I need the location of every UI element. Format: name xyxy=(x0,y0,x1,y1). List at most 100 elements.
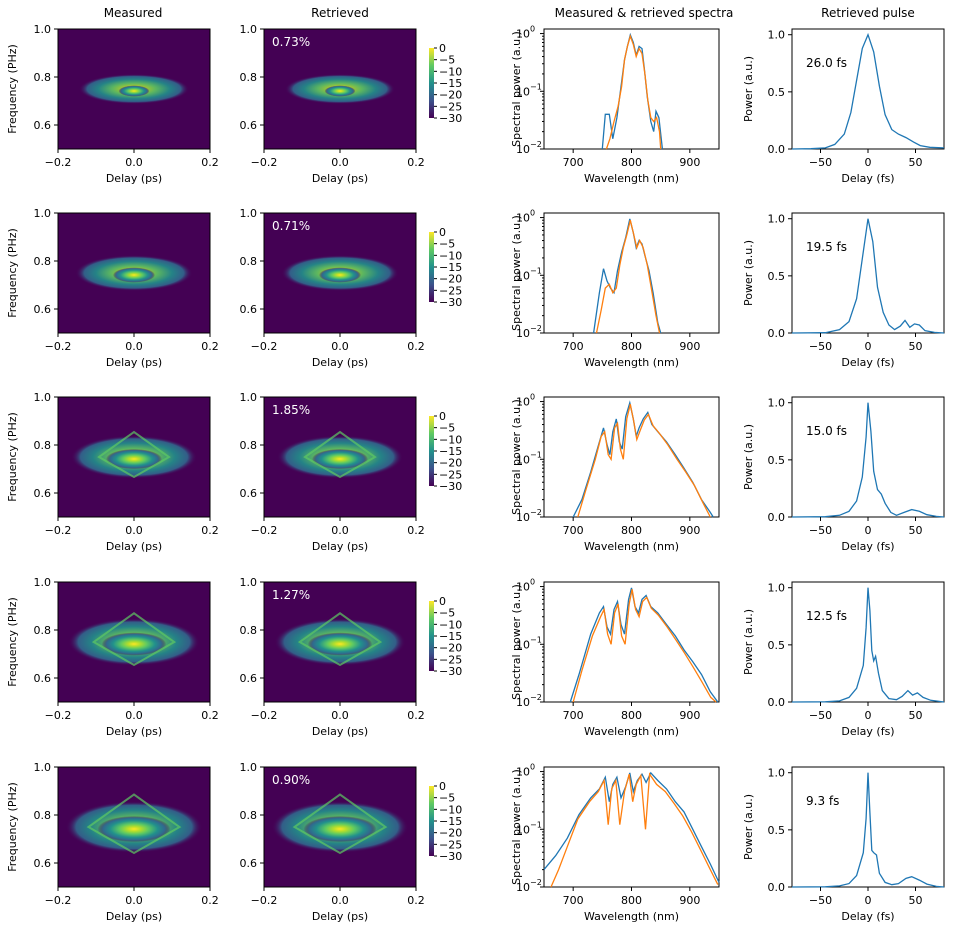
pulse-line xyxy=(791,587,945,703)
pulse-ytick-label: 0.5 xyxy=(768,824,786,837)
pulse-frame xyxy=(791,28,945,150)
retrieved-ytick-label: 0.8 xyxy=(240,809,258,822)
retrieved-xtick-label: 0.0 xyxy=(331,709,349,722)
colorbar-tick-label: 0 xyxy=(439,410,446,423)
colorbar-tick-label: 0 xyxy=(439,42,446,55)
measured-ytick-label: 1.0 xyxy=(34,761,52,774)
pulse-line xyxy=(791,772,945,888)
colorbar-tick-label: −30 xyxy=(439,296,462,309)
measured-ylabel: Frequency (PHz) xyxy=(6,44,19,134)
retrieved-xtick-label: 0.0 xyxy=(331,894,349,907)
frog-error-label: 1.27% xyxy=(272,588,310,602)
measured-xtick-label: 0.0 xyxy=(125,524,143,537)
spectrum-ytick-label: 10 xyxy=(516,143,530,156)
spectrum-ytick-exponent: −2 xyxy=(530,693,542,702)
pulse-xtick-label: 0 xyxy=(865,894,872,907)
measured-xlabel: Delay (ps) xyxy=(106,172,162,185)
colorbar-tick-label: −5 xyxy=(439,422,455,435)
retrieved-xtick-label: 0.0 xyxy=(331,156,349,169)
pulse-xlabel: Delay (fs) xyxy=(841,725,894,738)
frog-error-label: 0.90% xyxy=(272,773,310,787)
measured-xtick-label: 0.0 xyxy=(125,340,143,353)
spectrum-ytick-exponent: −1 xyxy=(530,820,542,829)
spectrum-xtick-label: 800 xyxy=(621,340,642,353)
retrieved-spectrum-line xyxy=(577,404,711,518)
measured-xtick-label: −0.2 xyxy=(45,340,72,353)
spectrum-ytick-exponent: −2 xyxy=(530,508,542,517)
retrieved-trace-core xyxy=(324,85,356,97)
spectrum-xtick-label: 700 xyxy=(563,894,584,907)
colorbar-tick-label: −30 xyxy=(439,480,462,493)
retrieved-spectrum-line xyxy=(572,589,717,703)
retrieved-ytick-label: 1.0 xyxy=(240,391,258,404)
figure-row: −0.2 0.0 0.2 0.6 0.8 1.0 Delay (ps) Frequency (… xyxy=(6,207,945,369)
pulse-frame xyxy=(791,396,945,518)
pulse-ytick-label: 0.5 xyxy=(768,639,786,652)
retrieved-ytick-label: 0.6 xyxy=(240,303,258,316)
spectrum-ylabel: Spectral power (a.u.) xyxy=(510,399,523,515)
header-pulse: Retrieved pulse xyxy=(821,6,915,20)
measured-xtick-label: 0.0 xyxy=(125,709,143,722)
measured-ytick-label: 0.6 xyxy=(34,857,52,870)
spectrum-frame xyxy=(543,28,720,150)
retrieved-trace-lattice xyxy=(297,612,383,667)
spectrum-ytick-label: 10 xyxy=(516,823,530,836)
retrieved-ytick-label: 0.8 xyxy=(240,624,258,637)
spectrum-xtick-label: 900 xyxy=(679,340,700,353)
retrieved-spectrum-line xyxy=(605,34,662,150)
pulse-duration-label: 26.0 fs xyxy=(806,56,847,70)
measured-spectrum-line xyxy=(592,218,662,334)
retrieved-xtick-label: 0.0 xyxy=(331,340,349,353)
pulse-ytick-label: 1.0 xyxy=(768,213,786,226)
spectrum-xtick-label: 800 xyxy=(621,709,642,722)
spectrum-ytick-exponent: −2 xyxy=(530,878,542,887)
colorbar-tick-label: −10 xyxy=(439,249,462,262)
retrieved-spectrum-line xyxy=(595,220,661,334)
colorbar-tick-label: −10 xyxy=(439,618,462,631)
retrieved-ytick-label: 0.6 xyxy=(240,857,258,870)
spectrum-ytick-label: 10 xyxy=(516,638,530,651)
measured-xtick-label: −0.2 xyxy=(45,156,72,169)
pulse-ytick-label: 1.0 xyxy=(768,397,786,410)
pulse-ytick-label: 0.0 xyxy=(768,696,786,709)
spectrum-ytick-label: 10 xyxy=(516,28,530,41)
figure-row: −0.2 0.0 0.2 0.6 0.8 1.0 Delay (ps) Frequency (… xyxy=(6,761,945,923)
colorbar-tick-label: −15 xyxy=(439,261,462,274)
spectrum-frame xyxy=(543,212,720,334)
retrieved-xtick-label: 0.2 xyxy=(407,156,425,169)
retrieved-trace-lattice xyxy=(292,793,388,855)
pulse-ytick-label: 1.0 xyxy=(768,767,786,780)
measured-trace-core xyxy=(97,816,171,842)
colorbar-tick-label: −30 xyxy=(439,850,462,863)
measured-trace-lattice xyxy=(86,793,182,855)
frog-error-label: 1.85% xyxy=(272,403,310,417)
colorbar-tick-label: −20 xyxy=(439,642,462,655)
measured-xlabel: Delay (ps) xyxy=(106,540,162,553)
measured-trace-core xyxy=(101,632,167,656)
measured-xtick-label: −0.2 xyxy=(45,709,72,722)
measured-ytick-label: 1.0 xyxy=(34,576,52,589)
spectrum-ytick-label: 10 xyxy=(516,453,530,466)
measured-ytick-label: 0.6 xyxy=(34,303,52,316)
spectrum-ylabel: Spectral power (a.u.) xyxy=(510,769,523,885)
colorbar-tick-label: −15 xyxy=(439,815,462,828)
retrieved-ytick-label: 1.0 xyxy=(240,207,258,220)
colorbar-tick-label: −30 xyxy=(439,665,462,678)
spectrum-ytick-label: 10 xyxy=(516,327,530,340)
pulse-line xyxy=(791,218,945,334)
spectrum-ylabel: Spectral power (a.u.) xyxy=(510,584,523,700)
colorbar-tick-label: 0 xyxy=(439,595,446,608)
measured-trace-lattice xyxy=(97,430,171,479)
retrieved-trace-core xyxy=(303,816,377,842)
pulse-xtick-label: −50 xyxy=(809,894,832,907)
retrieved-xtick-label: −0.2 xyxy=(251,524,278,537)
pulse-xtick-label: 0 xyxy=(865,340,872,353)
pulse-ytick-label: 1.0 xyxy=(768,29,786,42)
spectrum-xtick-label: 800 xyxy=(621,894,642,907)
pulse-xlabel: Delay (fs) xyxy=(841,540,894,553)
retrieved-trace-core xyxy=(307,632,373,656)
pulse-line xyxy=(791,32,945,150)
colorbar xyxy=(429,416,434,486)
measured-trace-core xyxy=(113,267,155,283)
column-headers: Measured Retrieved Measured & retrieved … xyxy=(104,6,915,20)
